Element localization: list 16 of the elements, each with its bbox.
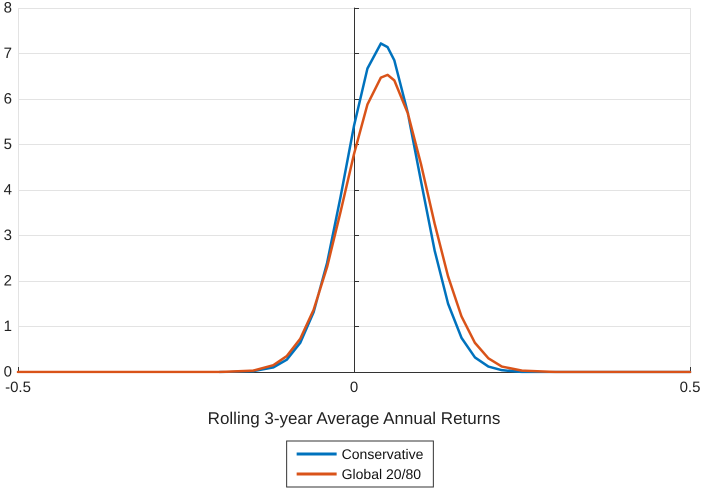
y-tick-label: 4 [4, 182, 12, 198]
y-tick-label: 2 [4, 272, 12, 290]
x-tick-label: 0 [350, 379, 358, 396]
x-axis-title: Rolling 3-year Average Annual Returns [208, 409, 500, 428]
legend-label: Global 20/80 [342, 466, 422, 482]
y-tick-label: 5 [4, 136, 12, 153]
x-tick-label: -0.5 [5, 379, 31, 396]
y-tick-label: 7 [4, 45, 12, 62]
y-tick-label: 6 [4, 90, 12, 108]
y-tick-label: 0 [4, 364, 12, 380]
y-tick-label: 1 [4, 318, 12, 335]
y-tick-label: 3 [4, 227, 12, 244]
x-tick-label: 0.5 [680, 379, 700, 396]
line-series [16, 74, 692, 374]
y-tick-label: 8 [4, 0, 12, 16]
legend-label: Conservative [342, 446, 424, 462]
